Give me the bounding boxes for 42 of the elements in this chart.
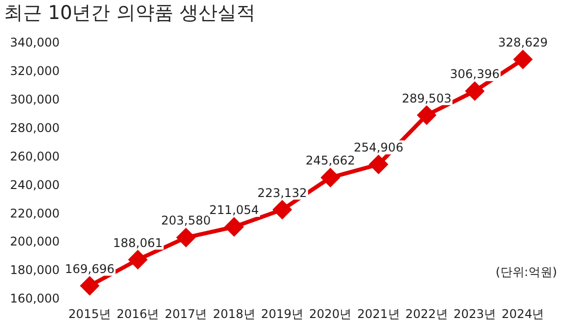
x-tick-label: 2018년	[212, 306, 256, 321]
y-tick-label: 180,000	[10, 263, 60, 278]
x-tick-label: 2016년	[116, 306, 160, 321]
x-tick-label: 2022년	[405, 306, 448, 321]
point	[370, 155, 388, 174]
data-label: 188,061	[113, 236, 163, 250]
annotation: (단위:억원)	[496, 264, 557, 281]
y-tick-label: 160,000	[10, 292, 60, 306]
x-tick-label: 2015년	[68, 306, 111, 321]
data-label: 328,629	[498, 36, 548, 50]
data-label: 289,503	[402, 91, 452, 106]
data-label: 223,132	[257, 186, 308, 200]
point	[466, 82, 484, 100]
data-label: 245,662	[306, 154, 356, 168]
y-tick-label: 200,000	[10, 234, 60, 249]
point	[321, 168, 340, 187]
data-label: 203,580	[161, 214, 211, 228]
data-label: 306,396	[450, 67, 500, 82]
point	[514, 50, 532, 68]
y-tick-label: 260,000	[10, 149, 60, 164]
x-tick-label: 2019년	[260, 306, 304, 321]
data-label: 254,906	[354, 140, 404, 155]
y-tick-label: 320,000	[10, 64, 60, 78]
point	[80, 276, 99, 295]
y-tick-label: 340,000	[10, 35, 60, 50]
y-tick-label: 300,000	[10, 92, 60, 106]
x-tick-label: 2024년	[502, 306, 544, 321]
point	[176, 228, 195, 247]
chart-title: 최근 10년간 의약품 생산실적	[4, 1, 256, 26]
x-tick-label: 2020년	[309, 306, 352, 321]
point	[225, 218, 244, 236]
y-tick-label: 240,000	[10, 178, 60, 192]
point	[418, 106, 436, 124]
y-tick-label: 220,000	[10, 206, 60, 220]
x-tick-label: 2021년	[357, 306, 400, 321]
x-tick-label: 2017년	[164, 306, 208, 321]
point	[128, 250, 147, 269]
y-tick-label: 280,000	[10, 120, 60, 135]
data-label: 211,054	[209, 203, 259, 217]
point	[273, 200, 292, 219]
data-label: 169,696	[64, 262, 115, 276]
x-tick-label: 2023년	[454, 306, 496, 321]
